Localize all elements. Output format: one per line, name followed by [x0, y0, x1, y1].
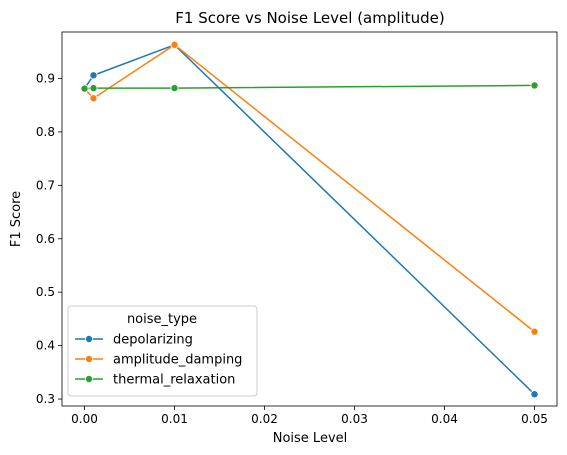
y-axis-label: F1 Score — [9, 191, 24, 247]
legend-label: thermal_relaxation — [113, 373, 235, 388]
data-point — [170, 40, 179, 49]
legend: noise_type depolarizing amplitude_damping… — [67, 305, 258, 397]
y-tick-label: 0.7 — [36, 178, 55, 192]
y-tick-label: 0.5 — [36, 285, 55, 299]
series-line — [83, 43, 536, 395]
series-line — [84, 84, 535, 90]
legend-marker — [85, 334, 94, 343]
data-point — [530, 327, 539, 336]
data-point — [530, 81, 539, 90]
x-tick-label: 0.01 — [161, 412, 188, 426]
chart-title: F1 Score vs Noise Level (amplitude) — [175, 9, 444, 27]
series-line — [83, 43, 535, 333]
y-tick-label: 0.3 — [36, 392, 55, 406]
legend-marker — [85, 374, 94, 383]
y-tick-label: 0.4 — [36, 339, 55, 353]
x-tick-label: 0.03 — [341, 412, 368, 426]
legend-entry: depolarizing — [75, 333, 193, 348]
legend-marker — [85, 354, 94, 363]
legend-box — [67, 305, 258, 397]
x-tick-label: 0.04 — [431, 412, 458, 426]
legend-label: amplitude_damping — [113, 353, 242, 368]
y-tick-label: 0.6 — [36, 232, 55, 246]
y-tick-label: 0.8 — [36, 125, 55, 139]
plot-frame — [61, 31, 558, 407]
y-tick-label: 0.9 — [36, 71, 55, 85]
data-point — [89, 71, 98, 80]
x-tick-label: 0.05 — [521, 412, 548, 426]
legend-title: noise_type — [127, 312, 197, 327]
series-layer — [80, 40, 539, 399]
legend-entry: thermal_relaxation — [75, 373, 235, 388]
x-axis-label: Noise Level — [273, 431, 348, 446]
data-point — [89, 84, 98, 93]
x-axis-ticks: 0.00 0.01 0.02 0.03 0.04 0.05 — [71, 406, 548, 426]
data-point — [89, 94, 98, 103]
series-thermal-relaxation — [80, 81, 539, 93]
data-point — [170, 84, 179, 93]
legend-label: depolarizing — [113, 333, 193, 348]
legend-entry: amplitude_damping — [75, 353, 242, 368]
x-tick-label: 0.02 — [251, 412, 278, 426]
data-point — [80, 84, 89, 93]
data-point — [530, 390, 539, 399]
y-axis-ticks: 0.3 0.4 0.5 0.6 0.7 0.8 0.9 — [36, 71, 62, 406]
legend-entries: depolarizing amplitude_damping thermal_rel… — [75, 333, 242, 388]
x-tick-label: 0.00 — [71, 412, 98, 426]
